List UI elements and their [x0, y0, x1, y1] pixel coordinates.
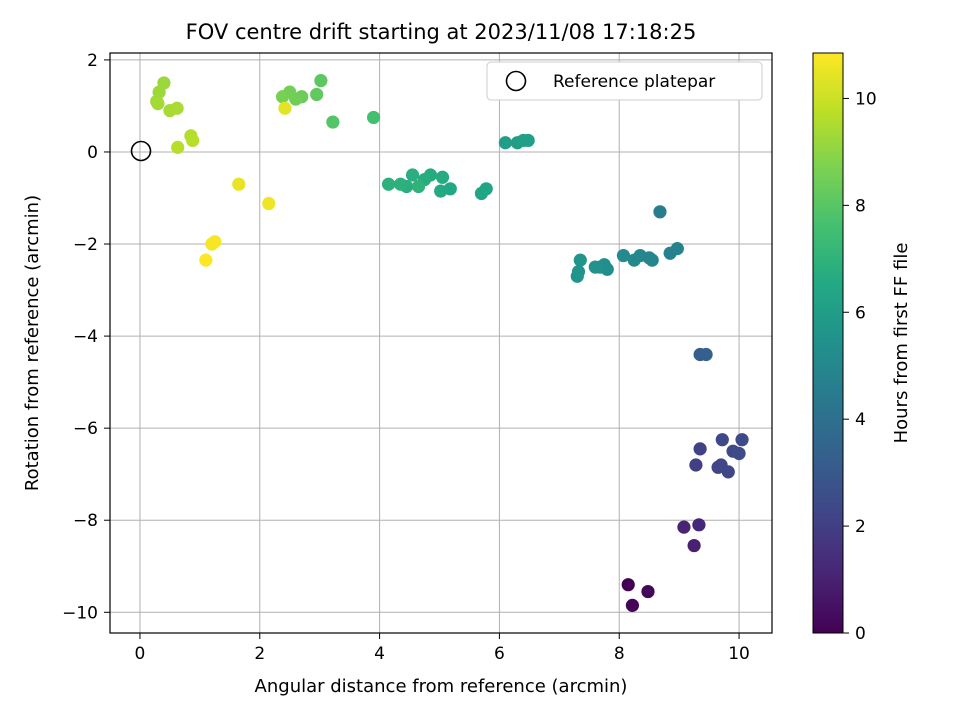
data-point	[275, 90, 290, 104]
y-tick-label: −2	[73, 235, 98, 255]
y-tick-label: 0	[87, 143, 98, 163]
data-point	[670, 242, 684, 256]
colorbar-ticks: 0 2 4 6 8 10	[843, 89, 877, 644]
data-point	[732, 446, 746, 461]
data-point	[278, 101, 292, 115]
data-point	[232, 177, 246, 191]
data-point	[735, 433, 749, 447]
colorbar-tick-label: 2	[855, 517, 866, 537]
chart-title: FOV centre drift starting at 2023/11/08 …	[186, 20, 697, 44]
x-axis-label: Angular distance from reference (arcmin)	[255, 676, 628, 697]
data-point	[208, 235, 222, 249]
data-point	[435, 170, 450, 184]
data-point	[186, 133, 200, 148]
data-point	[521, 133, 535, 148]
legend-reference-marker	[505, 70, 527, 92]
data-point	[170, 101, 184, 115]
data-point	[699, 347, 713, 362]
y-tick-label: −6	[73, 419, 98, 439]
data-point	[692, 518, 706, 532]
data-point	[721, 465, 735, 479]
x-tick-label: 8	[614, 644, 625, 664]
x-tick-label: 4	[374, 644, 385, 664]
data-point	[627, 253, 641, 267]
colorbar-tick-label: 8	[855, 196, 866, 216]
y-axis-label: Rotation from reference (arcmin)	[22, 195, 43, 491]
data-point	[689, 458, 703, 472]
colorbar-tick-label: 10	[855, 89, 877, 109]
colorbar-label: Hours from first FF file	[891, 243, 912, 444]
y-tick-label: 2	[87, 51, 98, 71]
data-point	[434, 184, 448, 198]
data-point	[474, 186, 489, 200]
data-point	[381, 177, 396, 191]
legend: Reference platepar	[486, 61, 763, 101]
x-tick-label: 2	[254, 644, 265, 664]
data-point	[314, 74, 328, 88]
data-point	[262, 196, 276, 211]
data-point	[171, 140, 185, 154]
legend-box	[486, 61, 763, 101]
data-point	[687, 538, 701, 553]
x-tick-label: 6	[494, 644, 505, 664]
y-axis-ticks: 2 0 −2 −4 −6 −8 −10	[62, 51, 110, 623]
colorbar-gradient	[812, 52, 844, 634]
y-tick-label: −4	[73, 327, 98, 347]
data-point	[677, 520, 691, 534]
colorbar-tick-label: 6	[855, 303, 866, 323]
data-point	[653, 205, 667, 219]
legend-reference-label: Reference platepar	[553, 72, 715, 92]
data-point	[715, 433, 729, 447]
data-point	[326, 115, 340, 129]
data-points	[150, 74, 749, 612]
data-point	[616, 248, 631, 263]
colorbar-tick-label: 4	[855, 410, 866, 430]
colorbar: 0 2 4 6 8 10 Hours from first FF file	[812, 52, 912, 644]
x-tick-label: 0	[135, 644, 146, 664]
data-point	[411, 179, 426, 194]
y-tick-label: −10	[62, 603, 98, 623]
plot-frame	[109, 52, 773, 634]
colorbar-tick-label: 0	[855, 624, 866, 644]
data-point	[573, 253, 587, 267]
reference-platepar-marker	[130, 140, 152, 162]
grid-lines	[110, 53, 772, 633]
data-point	[625, 598, 640, 612]
data-point	[151, 97, 165, 111]
data-point	[588, 260, 602, 274]
data-point	[570, 269, 584, 283]
data-point	[199, 253, 213, 267]
x-axis-ticks: 0 2 4 6 8 10	[135, 633, 750, 664]
data-point	[641, 584, 655, 599]
y-tick-label: −8	[73, 511, 98, 531]
data-point	[310, 87, 324, 102]
x-tick-label: 10	[728, 644, 750, 664]
data-point	[498, 136, 513, 150]
data-point	[393, 177, 408, 191]
data-point	[367, 110, 381, 125]
data-point	[621, 578, 635, 592]
data-point	[693, 442, 707, 456]
data-point	[405, 168, 420, 182]
